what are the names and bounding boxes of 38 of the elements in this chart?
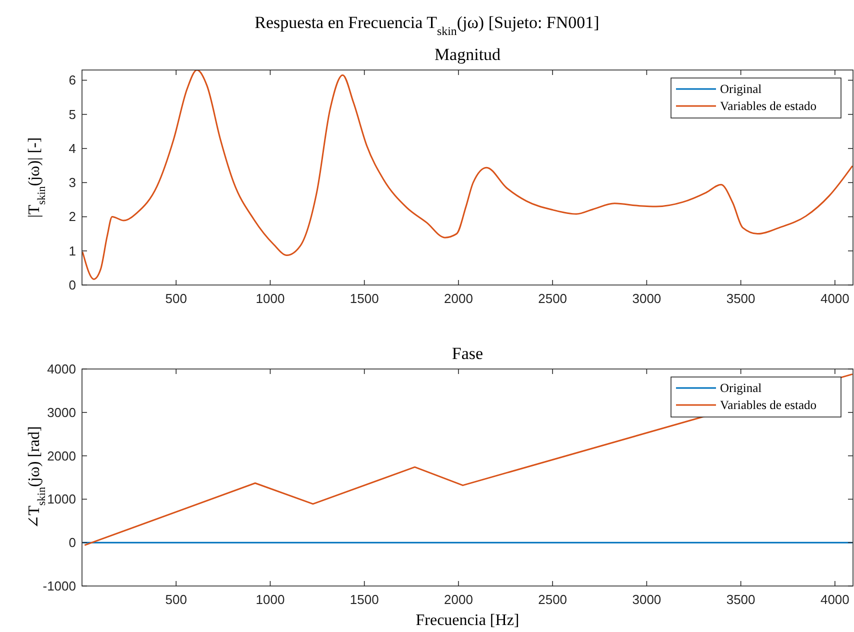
x-tick-label: 3500 — [726, 592, 756, 607]
y-tick-label: 0 — [68, 535, 76, 550]
line-series — [82, 70, 853, 280]
x-tick-label: 1000 — [256, 592, 285, 607]
x-tick-label: 3000 — [632, 592, 662, 607]
chart-title: Fase — [452, 344, 484, 363]
x-tick-label: 4000 — [820, 291, 850, 306]
y-tick-label: 4000 — [47, 362, 76, 376]
y-tick-label: 6 — [68, 72, 76, 88]
y-tick-label: 5 — [68, 106, 76, 122]
x-tick-label: 2000 — [444, 291, 473, 306]
legend-label: Original — [720, 381, 762, 395]
y-tick-label: 2 — [68, 209, 76, 224]
y-tick-label: 2000 — [47, 448, 76, 464]
chart-title: Respuesta en Frecuencia T$_{skin}$(jω) [Sujeto: FN001] — [254, 13, 600, 38]
x-tick-label: 2500 — [538, 291, 568, 306]
legend-label: Variables de estado — [720, 398, 816, 412]
x-tick-label: 2000 — [444, 592, 473, 607]
legend-label: Variables de estado — [720, 99, 816, 113]
x-tick-label: 2500 — [538, 592, 568, 607]
x-tick-label: 4000 — [820, 592, 850, 607]
x-tick-label: 3500 — [726, 291, 756, 306]
x-tick-label: 1500 — [350, 592, 379, 607]
x-tick-label: 500 — [165, 291, 187, 306]
x-tick-label: 1000 — [256, 291, 285, 306]
x-tick-label: 3000 — [632, 291, 662, 306]
x-axis-title: Frecuencia [Hz] — [416, 612, 520, 629]
legend-label: Original — [720, 82, 762, 96]
y-tick-label: 1000 — [47, 492, 76, 507]
y-tick-label: 3 — [68, 175, 76, 190]
chart-subtitle: Magnitud — [434, 45, 502, 64]
y-tick-label: 1 — [68, 243, 76, 258]
y-tick-label: 4 — [68, 140, 76, 156]
y-tick-label: 0 — [68, 278, 76, 292]
y-tick-label: 3000 — [47, 404, 76, 420]
y-tick-label: -1000 — [42, 578, 76, 594]
x-tick-label: 1500 — [350, 291, 379, 306]
x-tick-label: 500 — [165, 592, 187, 607]
